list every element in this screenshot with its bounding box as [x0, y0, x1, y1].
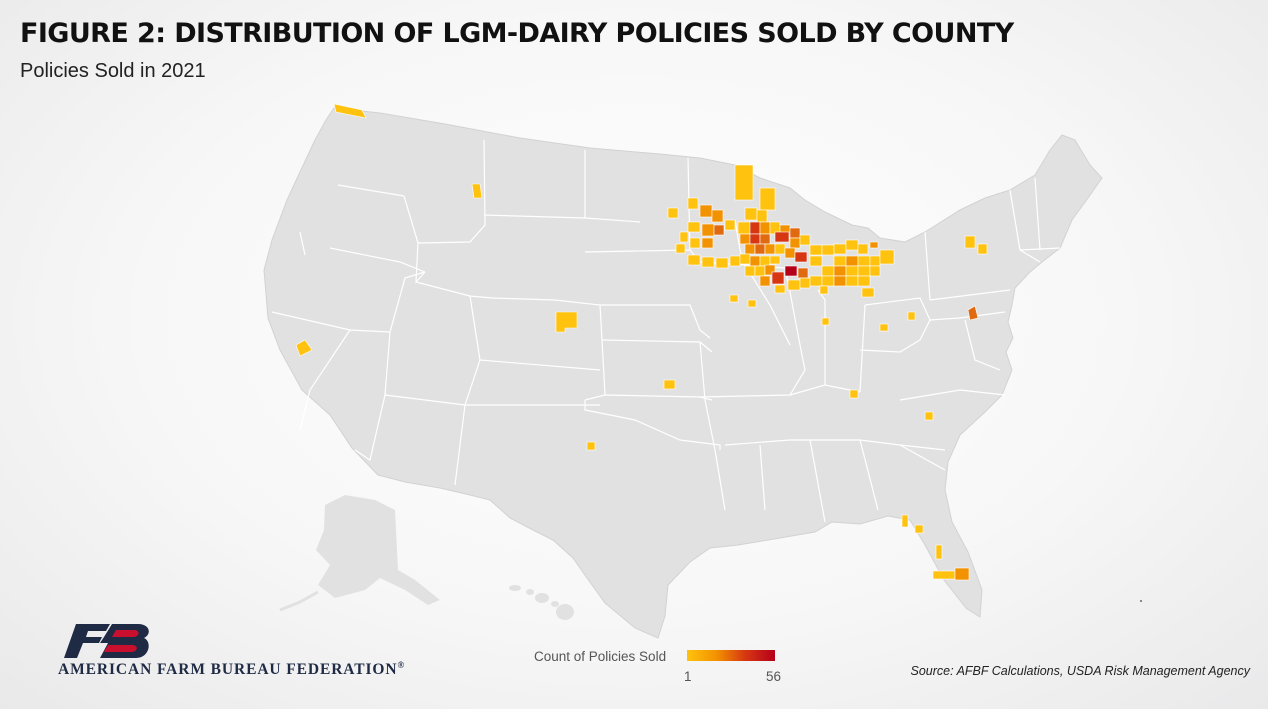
alaska-chain — [279, 590, 319, 612]
registered-mark: ® — [397, 660, 406, 670]
organization-name: AMERICAN FARM BUREAU FEDERATION® — [58, 660, 406, 679]
alaska-shape — [316, 495, 440, 605]
color-legend: Count of Policies Sold 1 56 — [530, 648, 800, 688]
us-land-shape — [263, 107, 1103, 639]
legend-gradient-bar — [687, 650, 775, 661]
afbf-logo: AMERICAN FARM BUREAU FEDERATION® — [58, 622, 458, 682]
legend-min-label: 1 — [684, 669, 692, 684]
source-note: Source: AFBF Calculations, USDA Risk Man… — [910, 664, 1251, 678]
figure-subtitle: Policies Sold in 2021 — [20, 60, 206, 82]
figure-title: FIGURE 2: DISTRIBUTION OF LGM-DAIRY POLI… — [20, 18, 1014, 49]
county-shading — [295, 103, 988, 581]
pr-marker — [1140, 600, 1142, 602]
fb-logo-mark — [64, 624, 149, 658]
hawaii-islands — [509, 585, 574, 620]
legend-title: Count of Policies Sold — [534, 649, 667, 664]
legend-max-label: 56 — [766, 669, 782, 684]
